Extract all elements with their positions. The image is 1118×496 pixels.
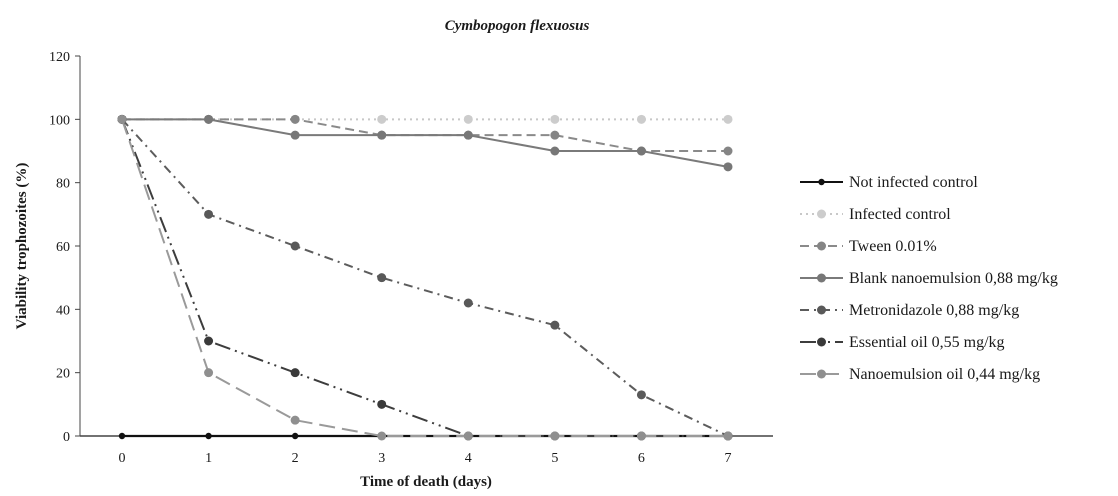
legend-label: Essential oil 0,55 mg/kg [849, 334, 1005, 351]
data-point [636, 431, 646, 441]
data-point [723, 431, 733, 441]
axes [79, 56, 773, 437]
series-line [121, 119, 728, 437]
data-point [463, 130, 473, 140]
legend-label: Not infected control [849, 174, 978, 191]
data-point [636, 146, 646, 156]
data-point [550, 146, 560, 156]
data-point [377, 273, 387, 283]
legend-swatch-marker [817, 209, 826, 219]
legend: Not infected control Infected control Twee… [800, 174, 1058, 383]
data-point [290, 241, 300, 251]
y-tick-label: 80 [56, 177, 70, 192]
x-ticks: 0 1 2 3 4 5 6 7 [119, 451, 732, 466]
data-point [205, 432, 212, 440]
legend-item: Metronidazole 0,88 mg/kg [800, 302, 1019, 319]
data-point [550, 431, 560, 441]
y-tick-label: 20 [56, 367, 70, 382]
x-tick-label: 7 [725, 451, 732, 466]
data-point [290, 415, 300, 425]
data-point [204, 114, 214, 124]
data-point [377, 114, 387, 124]
legend-label: Infected control [849, 206, 951, 223]
data-point [290, 368, 300, 378]
legend-label: Blank nanoemulsion 0,88 mg/kg [849, 270, 1058, 287]
data-point [117, 114, 127, 124]
legend-item: Essential oil 0,55 mg/kg [800, 334, 1005, 351]
x-tick-label: 1 [205, 451, 212, 466]
legend-swatch-marker [818, 178, 825, 186]
data-point [204, 368, 214, 378]
legend-swatch-marker [817, 273, 826, 283]
legend-item: Nanoemulsion oil 0,44 mg/kg [800, 366, 1040, 383]
x-tick-label: 6 [638, 451, 645, 466]
series-7 [117, 114, 733, 441]
data-point [204, 336, 214, 346]
data-point [291, 432, 299, 440]
data-point [723, 146, 733, 156]
data-point [463, 298, 473, 308]
x-tick-label: 4 [465, 451, 472, 466]
y-tick-label: 100 [49, 113, 70, 128]
data-point [118, 432, 126, 440]
x-tick-label: 5 [551, 451, 558, 466]
y-tick-label: 0 [63, 430, 70, 445]
legend-swatch-marker [817, 369, 826, 379]
legend-label: Nanoemulsion oil 0,44 mg/kg [849, 366, 1040, 383]
legend-item: Infected control [800, 206, 951, 223]
legend-label: Metronidazole 0,88 mg/kg [849, 302, 1019, 319]
data-point [723, 162, 733, 172]
y-ticks: 0 20 40 60 80 100 120 [49, 50, 80, 445]
legend-label: Tween 0.01% [849, 238, 937, 255]
plot-series [117, 114, 733, 441]
legend-item: Blank nanoemulsion 0,88 mg/kg [800, 270, 1058, 287]
data-point [377, 130, 387, 140]
y-axis-title: Viability trophozoites (%) [14, 163, 30, 330]
data-point [463, 114, 473, 124]
series-line [122, 118, 728, 152]
legend-swatch-marker [817, 337, 826, 347]
series-line [121, 118, 728, 437]
data-point [550, 114, 560, 124]
y-tick-label: 60 [56, 240, 70, 255]
data-point [550, 320, 560, 330]
legend-swatch-marker [817, 305, 826, 315]
chart-title: Cymbopogon flexuosus [445, 18, 590, 34]
legend-swatch-marker [817, 241, 826, 251]
y-tick-label: 120 [49, 50, 70, 65]
data-point [550, 130, 560, 140]
legend-item: Not infected control [800, 174, 978, 191]
series-4 [117, 114, 733, 172]
data-point [377, 431, 387, 441]
data-point [290, 114, 300, 124]
y-tick-label: 40 [56, 303, 70, 318]
legend-item: Tween 0.01% [800, 238, 937, 255]
x-tick-label: 2 [292, 451, 299, 466]
data-point [377, 399, 387, 409]
series-line [122, 118, 729, 168]
x-tick-label: 3 [378, 451, 385, 466]
series-line [121, 118, 729, 437]
x-tick-label: 0 [119, 451, 126, 466]
data-point [636, 390, 646, 400]
data-point [723, 114, 733, 124]
data-point [463, 431, 473, 441]
x-axis-title: Time of death (days) [360, 474, 492, 490]
data-point [290, 130, 300, 140]
data-point [636, 114, 646, 124]
data-point [204, 209, 214, 219]
series-5 [117, 114, 733, 441]
